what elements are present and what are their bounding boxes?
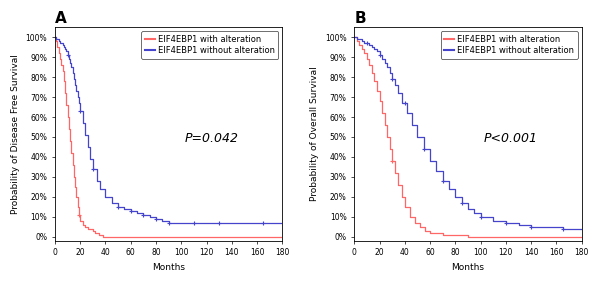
Y-axis label: Probability of Disease Free Survival: Probability of Disease Free Survival	[11, 54, 20, 214]
Text: P=0.042: P=0.042	[185, 132, 239, 145]
X-axis label: Months: Months	[152, 263, 185, 272]
Text: P<0.001: P<0.001	[484, 132, 538, 145]
Legend: EIF4EBP1 with alteration, EIF4EBP1 without alteration: EIF4EBP1 with alteration, EIF4EBP1 witho…	[141, 31, 278, 59]
Text: B: B	[354, 11, 366, 26]
Y-axis label: Probability of Overall Survival: Probability of Overall Survival	[310, 67, 319, 201]
X-axis label: Months: Months	[451, 263, 484, 272]
Text: A: A	[55, 11, 67, 26]
Legend: EIF4EBP1 with alteration, EIF4EBP1 without alteration: EIF4EBP1 with alteration, EIF4EBP1 witho…	[440, 31, 578, 59]
